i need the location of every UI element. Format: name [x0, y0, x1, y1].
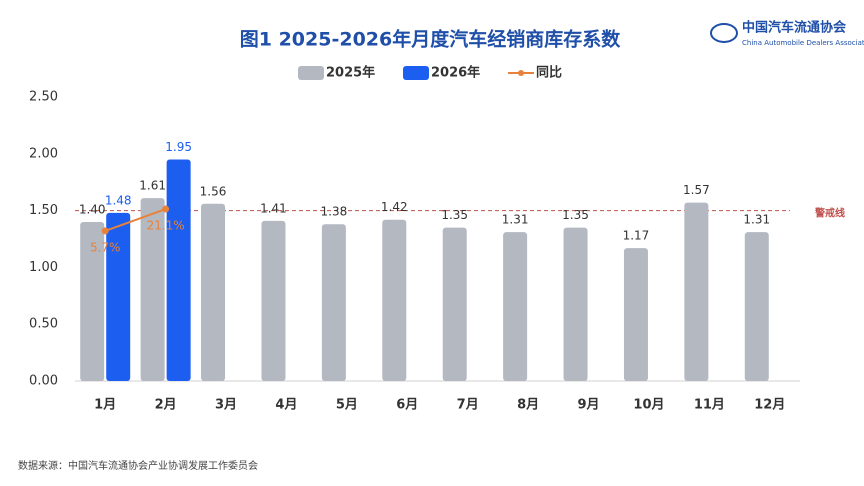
- bar: [563, 227, 588, 381]
- x-tick-label: 8月: [517, 398, 539, 413]
- data-label: 1.42: [381, 200, 408, 214]
- bar: [442, 227, 467, 381]
- bar: [106, 212, 131, 381]
- data-label: 1.35: [441, 208, 468, 222]
- y-tick-label: 2.50: [29, 90, 58, 105]
- bar: [80, 221, 105, 381]
- line-point: [101, 227, 109, 235]
- logo-subtitle: China Automobile Dealers Association: [742, 39, 864, 47]
- bar: [503, 232, 528, 381]
- x-tick-label: 6月: [396, 398, 418, 413]
- legend-label: 2025年: [326, 65, 375, 81]
- data-label: 1.31: [743, 213, 770, 227]
- data-label: 1.41: [260, 201, 287, 215]
- data-label: 1.38: [321, 205, 348, 219]
- reference-label: 警戒线: [814, 207, 845, 220]
- legend-label: 2026年: [431, 65, 480, 81]
- source-note: 数据来源：中国汽车流通协会产业协调发展工作委员会: [18, 459, 258, 472]
- legend-swatch: [518, 70, 524, 76]
- data-label: 1.95: [165, 140, 192, 154]
- line: [104, 208, 166, 232]
- data-label: 1.35: [562, 208, 589, 222]
- x-tick-label: 7月: [457, 398, 479, 413]
- line-label: 5.7%: [90, 240, 121, 254]
- bar: [201, 203, 226, 381]
- bar: [382, 219, 407, 381]
- logo-name: 中国汽车流通协会: [742, 20, 847, 36]
- x-tick-label: 4月: [275, 398, 297, 413]
- bar: [261, 220, 286, 381]
- x-tick-label: 12月: [754, 398, 785, 413]
- bar: [623, 248, 648, 381]
- x-tick-label: 1月: [94, 398, 116, 413]
- y-tick-label: 0.50: [29, 317, 58, 332]
- y-tick-label: 1.50: [29, 203, 58, 218]
- bar: [140, 198, 165, 381]
- data-label: 1.40: [79, 202, 106, 216]
- chart-title: 图1 2025-2026年月度汽车经销商库存系数: [240, 28, 621, 51]
- legend-label: 同比: [536, 65, 562, 81]
- bar: [321, 224, 346, 381]
- bar: [166, 159, 191, 381]
- x-tick-label: 2月: [155, 398, 177, 413]
- x-tick-label: 9月: [578, 398, 600, 413]
- data-label: 1.56: [200, 184, 227, 198]
- data-label: 1.61: [139, 179, 166, 193]
- legend-swatch: [403, 66, 429, 80]
- bar: [684, 202, 709, 381]
- x-tick-label: 10月: [633, 398, 664, 413]
- data-label: 1.57: [683, 183, 710, 197]
- y-tick-label: 0.00: [29, 374, 58, 389]
- x-tick-label: 3月: [215, 398, 237, 413]
- x-tick-label: 11月: [694, 398, 725, 413]
- bar: [744, 232, 769, 381]
- y-tick-label: 2.00: [29, 146, 58, 161]
- y-tick-label: 1.00: [29, 260, 58, 275]
- line-point: [162, 205, 170, 213]
- data-label: 1.31: [502, 213, 529, 227]
- line-label: 21.1%: [147, 219, 185, 233]
- legend-swatch: [298, 66, 324, 80]
- data-label: 1.17: [623, 229, 650, 243]
- x-tick-label: 5月: [336, 398, 358, 413]
- data-label: 1.48: [105, 193, 132, 207]
- logo-icon: [710, 23, 738, 43]
